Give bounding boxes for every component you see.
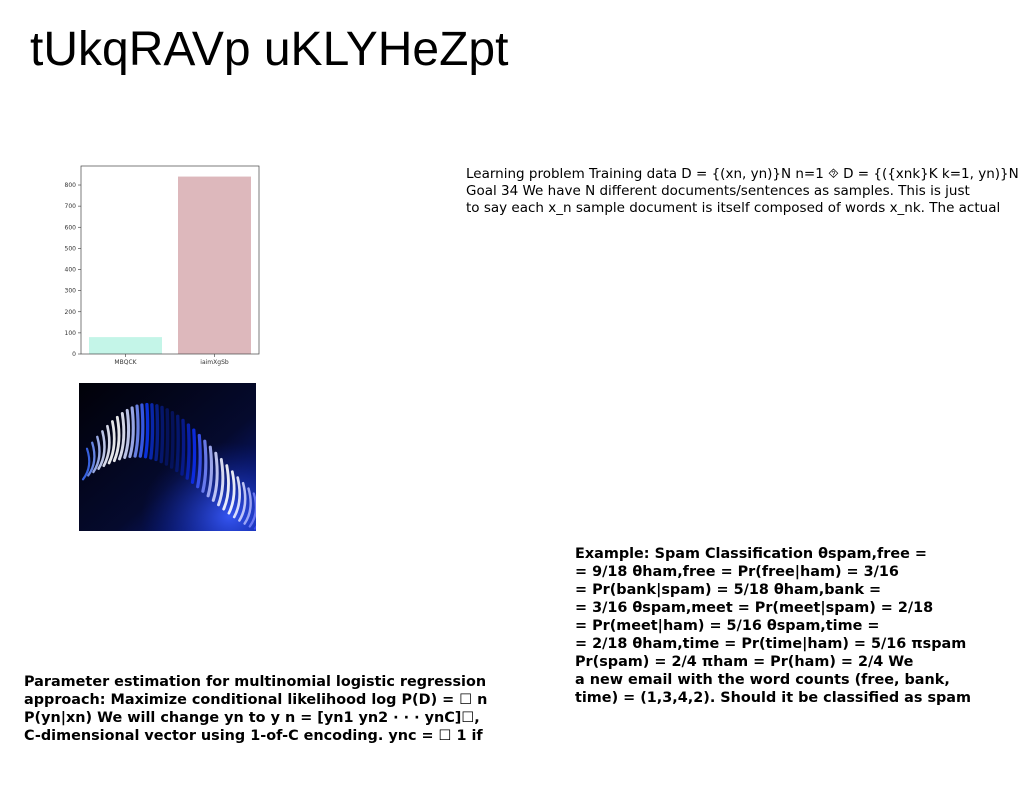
parameter-estimation-text: Parameter estimation for multinomial log… [24, 673, 554, 745]
wave-rib [107, 420, 116, 465]
y-tick-label: 200 [65, 309, 77, 316]
wave-rib [143, 402, 150, 459]
wave-rib [175, 414, 180, 473]
wave-rib [211, 451, 219, 502]
wave-rib [92, 435, 101, 474]
text-line: = 2/18 θham,time = Pr(time|ham) = 5/16 π… [575, 636, 967, 652]
wave-rib [238, 481, 247, 522]
wave-rib [118, 412, 126, 461]
wave-rib [201, 439, 208, 493]
wave-rib [248, 492, 256, 528]
text-line: = Pr(bank|spam) = 5/18 θham,bank = [575, 582, 882, 598]
wave-rib [133, 404, 140, 458]
wave-rib [196, 433, 202, 489]
bar-iaimxgsb [178, 176, 251, 354]
bar-chart: MBQCK iaimXgSb 0 100 200 300 400 500 600 700 800 [60, 160, 265, 372]
wave-rib [138, 403, 145, 458]
wave-rib [128, 406, 135, 459]
plot-frame [80, 165, 260, 355]
text-line: Pr(spam) = 2/4 πham = Pr(ham) = 2/4 We [575, 654, 914, 670]
wave-rib [159, 405, 165, 464]
text-line: C-dimensional vector using 1-of-C encodi… [24, 728, 483, 744]
wave-rib [243, 487, 252, 525]
text-line: Learning problem Training data D = {(xn,… [466, 166, 1019, 182]
y-tick-label: 0 [72, 351, 76, 358]
learning-problem-text: Learning problem Training data D = {(xn,… [466, 166, 1024, 217]
spam-classification-text: Example: Spam Classification θspam,free … [575, 545, 1024, 707]
text-line: = 3/16 θspam,meet = Pr(meet|spam) = 2/18 [575, 600, 934, 616]
wave-rib [217, 457, 225, 507]
y-tick-label: 300 [65, 288, 77, 295]
text-line: approach: Maximize conditional likelihoo… [24, 692, 488, 708]
abstract-wave-image [79, 383, 256, 531]
text-line: Goal 34 We have N different documents/se… [466, 183, 970, 199]
bar-mbqck [89, 337, 162, 354]
wave-rib [149, 403, 155, 460]
wave-rib [232, 476, 242, 519]
wave-rib [81, 447, 91, 481]
text-line: = 9/18 θham,free = Pr(free|ham) = 3/16 [575, 564, 899, 580]
text-line: P(yn|xn) We will change yn to y n = [yn1… [24, 710, 480, 726]
y-tick-label: 700 [65, 203, 77, 210]
y-tick-label: 400 [65, 267, 77, 274]
wave-rib [154, 404, 160, 462]
text-line: = Pr(meet|ham) = 5/16 θspam,time = [575, 618, 880, 634]
text-line: to say each x_n sample document is itsel… [466, 200, 1001, 216]
wave-rib [227, 470, 236, 515]
wave-rib [180, 418, 186, 476]
y-tick-label: 500 [65, 245, 77, 252]
text-line: Parameter estimation for multinomial log… [24, 674, 487, 690]
wave-rib [97, 430, 106, 470]
text-line: a new email with the word counts (free, … [575, 672, 950, 688]
wave-rib [87, 441, 96, 477]
abstract-wave-graphic [79, 383, 256, 531]
wave-rib [222, 464, 230, 511]
y-tick-label: 600 [65, 224, 77, 231]
wave-rib [112, 415, 121, 463]
wave-rib [190, 428, 197, 484]
x-tick-label: iaimXgSb [200, 359, 229, 366]
wave-rib [206, 445, 214, 498]
bar-chart-svg: MBQCK iaimXgSb 0 100 200 300 400 500 600 700 800 [65, 165, 260, 366]
text-line: time) = (1,3,4,2). Should it be classifi… [575, 690, 972, 706]
wave-rib [169, 411, 175, 469]
wave-rib [185, 423, 191, 480]
y-tick-label: 100 [65, 330, 77, 337]
page-title: tUkqRAVp uKLYHeZpt [30, 23, 509, 76]
text-line: Example: Spam Classification θspam,free … [575, 546, 927, 562]
wave-rib [102, 424, 111, 468]
wave-rib [164, 408, 170, 466]
x-tick-label: MBQCK [114, 359, 137, 366]
wave-rib [123, 408, 131, 459]
y-tick-label: 800 [65, 182, 77, 189]
